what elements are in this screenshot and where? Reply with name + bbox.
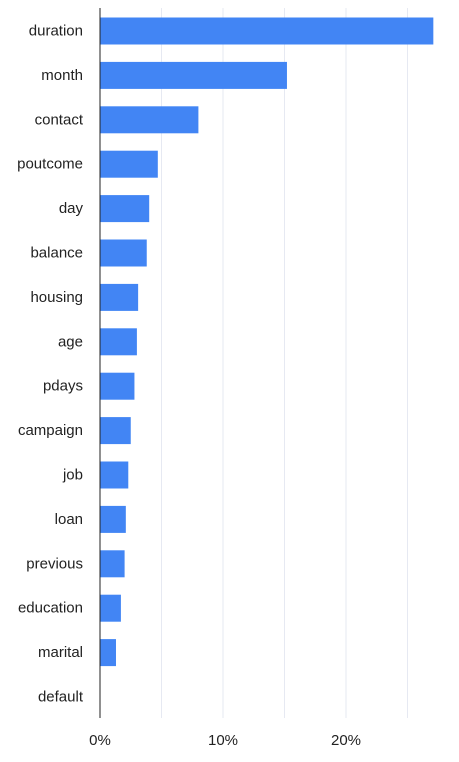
category-label-default: default: [38, 689, 84, 706]
category-label-duration: duration: [29, 23, 83, 40]
category-label-campaign: campaign: [18, 422, 83, 439]
category-label-loan: loan: [55, 511, 83, 528]
category-label-balance: balance: [30, 245, 83, 262]
x-tick-label: 0%: [89, 732, 111, 749]
bar-housing: [100, 283, 139, 311]
bar-age: [100, 328, 137, 356]
category-label-age: age: [58, 333, 83, 350]
category-label-contact: contact: [35, 111, 84, 128]
bars: [100, 17, 434, 667]
bar-month: [100, 61, 287, 89]
category-label-job: job: [62, 467, 83, 484]
bar-marital: [100, 639, 116, 667]
category-label-poutcome: poutcome: [17, 156, 83, 173]
category-label-day: day: [59, 200, 84, 217]
x-tick-label: 20%: [331, 732, 361, 749]
bar-campaign: [100, 417, 131, 445]
bar-pdays: [100, 372, 135, 400]
category-label-previous: previous: [26, 555, 83, 572]
bar-loan: [100, 505, 126, 533]
bar-duration: [100, 17, 434, 45]
gridlines: [161, 8, 408, 718]
x-tick-labels: 0% 10% 20%: [89, 732, 361, 749]
category-label-housing: housing: [30, 289, 83, 306]
bar-previous: [100, 550, 125, 578]
bar-poutcome: [100, 150, 158, 178]
category-label-marital: marital: [38, 644, 83, 661]
bar-job: [100, 461, 129, 489]
bar-balance: [100, 239, 147, 267]
category-label-education: education: [18, 600, 83, 617]
bar-contact: [100, 106, 199, 134]
x-tick-label: 10%: [208, 732, 238, 749]
category-label-month: month: [41, 67, 83, 84]
bar-day: [100, 195, 150, 223]
category-label-pdays: pdays: [43, 378, 83, 395]
bar-education: [100, 594, 121, 622]
category-labels: duration month contact poutcome day balance ho…: [17, 23, 84, 706]
